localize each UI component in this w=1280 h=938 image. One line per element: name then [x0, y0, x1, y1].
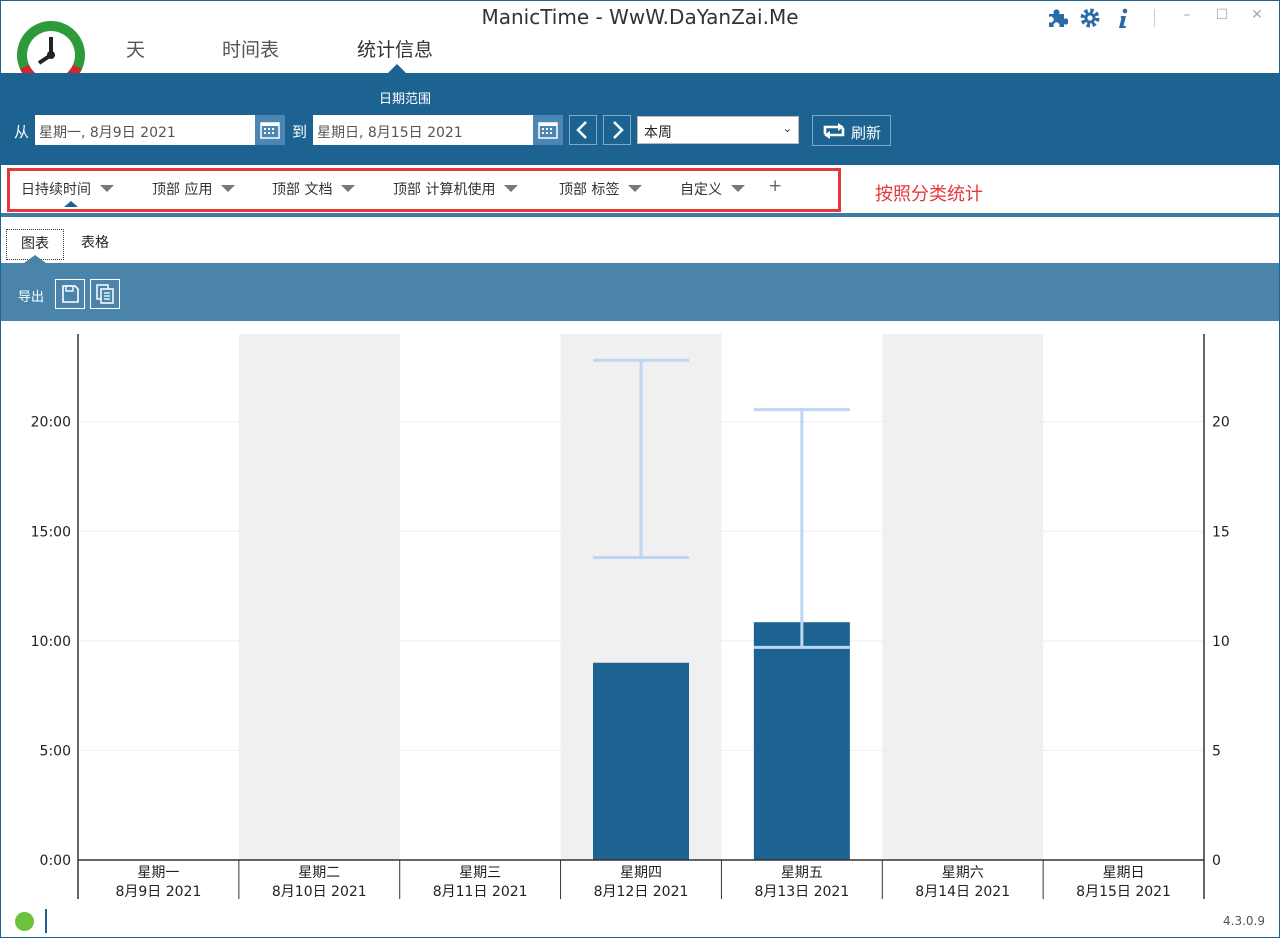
save-button[interactable] — [55, 279, 85, 309]
x-tick-date-label: 8月14日 2021 — [915, 884, 1010, 900]
date-range-label: 日期范围 — [379, 92, 432, 107]
category-tab-top-documents[interactable]: 顶部 文档 — [272, 179, 356, 199]
range-preset-value: 本周 — [644, 125, 672, 141]
tab-statistics[interactable]: 统计信息 — [357, 39, 434, 61]
caret-down-icon — [221, 185, 236, 192]
category-tab-label: 自定义 — [680, 182, 722, 198]
category-tab-top-tags[interactable]: 顶部 标签 — [559, 179, 643, 199]
copy-icon — [96, 284, 114, 304]
chevron-down-icon: ⌄ — [782, 122, 792, 135]
refresh-icon — [823, 123, 845, 139]
status-indicator — [15, 912, 34, 931]
from-label: 从 — [14, 123, 30, 141]
active-view-indicator — [24, 255, 46, 263]
refresh-label: 刷新 — [851, 124, 882, 142]
status-divider — [45, 909, 47, 933]
x-tick-day-label: 星期五 — [781, 865, 823, 881]
category-tab-top-computer-usage[interactable]: 顶部 计算机使用 — [393, 179, 519, 199]
from-calendar-button[interactable] — [255, 115, 285, 145]
y-tick-label-right: 10 — [1212, 634, 1230, 650]
y-tick-label-left: 0:00 — [40, 853, 71, 869]
daily-duration-chart: 0:00 0 5:00 5 10:00 10 15:00 15 20:00 20 星期一 8月9日 2… — [31, 334, 1230, 900]
x-tick-day-label: 星期三 — [459, 865, 501, 881]
to-label: 到 — [292, 123, 308, 141]
next-range-button[interactable] — [603, 115, 631, 145]
copy-button[interactable] — [90, 279, 120, 309]
x-tick-date-label: 8月11日 2021 — [433, 884, 528, 900]
title-bar: ManicTime - WwW.DaYanZai.Me 天 时间表 统计信息 –… — [1, 1, 1279, 90]
caret-down-icon — [341, 185, 356, 192]
x-tick-day-label: 星期六 — [942, 865, 984, 881]
x-tick-date-label: 8月13日 2021 — [754, 884, 849, 900]
x-tick-day-label: 星期一 — [137, 865, 179, 881]
category-tab-daily-duration[interactable]: 日持续时间 — [21, 179, 114, 199]
puzzle-icon[interactable] — [1046, 7, 1068, 29]
category-tab-custom[interactable]: 自定义 — [680, 179, 745, 199]
y-tick-label-left: 15:00 — [31, 524, 71, 540]
chevron-right-icon — [613, 121, 624, 139]
gear-icon[interactable] — [1079, 7, 1101, 29]
caret-down-icon — [504, 185, 519, 192]
category-highlight-box — [7, 168, 841, 212]
y-tick-label-right: 0 — [1212, 853, 1221, 869]
y-tick-label-right: 20 — [1212, 415, 1230, 431]
window-title: ManicTime - WwW.DaYanZai.Me — [481, 5, 799, 29]
category-divider — [1, 213, 1279, 217]
tab-timeline[interactable]: 时间表 — [222, 39, 280, 61]
range-preset-select[interactable]: 本周 ⌄ — [637, 116, 799, 144]
maximize-button[interactable]: ☐ — [1215, 7, 1229, 23]
titlebar-divider — [1154, 9, 1155, 27]
x-tick-date-label: 8月12日 2021 — [594, 884, 689, 900]
category-tab-bar: 日持续时间 顶部 应用 顶部 文档 顶部 计算机使用 顶部 标签 自定义 + 按… — [1, 165, 1279, 213]
y-tick-label-left: 5:00 — [40, 743, 71, 759]
view-tab-table[interactable]: 表格 — [81, 235, 109, 251]
category-tab-label: 日持续时间 — [21, 182, 91, 198]
category-tab-top-apps[interactable]: 顶部 应用 — [152, 179, 236, 199]
bar — [593, 662, 689, 860]
from-date-field[interactable]: 星期一, 8月9日 2021 — [35, 115, 255, 145]
category-annotation: 按照分类统计 — [875, 184, 983, 205]
refresh-button[interactable]: 刷新 — [812, 115, 891, 146]
category-tab-label: 顶部 文档 — [272, 182, 333, 198]
y-tick-label-left: 20:00 — [31, 415, 71, 431]
x-tick-day-label: 星期二 — [298, 865, 340, 881]
y-tick-label-right: 15 — [1212, 524, 1230, 540]
caret-down-icon — [628, 185, 643, 192]
category-tab-label: 顶部 标签 — [559, 182, 620, 198]
active-category-indicator — [64, 201, 78, 207]
export-label: 导出 — [18, 290, 45, 305]
tab-day[interactable]: 天 — [126, 39, 146, 61]
calendar-icon — [260, 122, 280, 139]
version-label: 4.3.0.9 — [1223, 914, 1265, 928]
previous-range-button[interactable] — [569, 115, 597, 145]
close-button[interactable]: ✕ — [1251, 7, 1263, 23]
chevron-left-icon — [576, 121, 587, 139]
export-toolbar: 导出 — [1, 263, 1279, 321]
active-tab-indicator — [387, 64, 407, 74]
shaded-column — [882, 334, 1044, 860]
calendar-icon — [538, 122, 558, 139]
caret-down-icon — [731, 185, 745, 192]
x-tick-day-label: 星期四 — [620, 865, 662, 881]
to-date-field[interactable]: 星期日, 8月15日 2021 — [313, 115, 533, 145]
x-tick-date-label: 8月10日 2021 — [272, 884, 367, 900]
y-tick-label-left: 10:00 — [31, 634, 71, 650]
save-icon — [62, 285, 79, 303]
x-tick-date-label: 8月15日 2021 — [1076, 884, 1171, 900]
shaded-column — [238, 334, 400, 860]
minimize-button[interactable]: – — [1183, 7, 1191, 23]
y-tick-label-right: 5 — [1212, 743, 1221, 759]
category-tab-label: 顶部 应用 — [152, 182, 213, 198]
add-category-button[interactable]: + — [768, 176, 783, 196]
date-range-bar: 日期范围 从 星期一, 8月9日 2021 到 星期日, 8月15日 2021 — [1, 73, 1279, 165]
bar — [753, 622, 850, 860]
caret-down-icon — [100, 185, 114, 192]
x-tick-date-label: 8月9日 2021 — [115, 884, 201, 900]
category-tab-label: 顶部 计算机使用 — [393, 182, 496, 198]
to-calendar-button[interactable] — [533, 115, 563, 145]
info-icon[interactable] — [1112, 7, 1134, 29]
x-tick-day-label: 星期日 — [1103, 865, 1145, 881]
